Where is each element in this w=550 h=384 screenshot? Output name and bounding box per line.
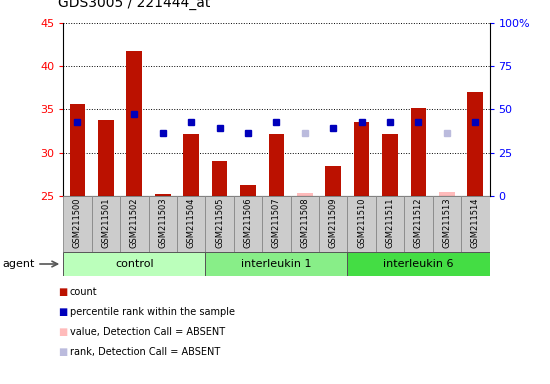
Text: GSM211503: GSM211503 (158, 197, 167, 248)
Bar (382, 134, 398, 196)
Text: GSM211500: GSM211500 (73, 197, 82, 248)
Text: percentile rank within the sample: percentile rank within the sample (70, 307, 235, 317)
Bar (468, 92, 483, 196)
Text: rank, Detection Call = ABSENT: rank, Detection Call = ABSENT (70, 347, 220, 357)
Text: GSM211512: GSM211512 (414, 197, 423, 248)
Bar (268, 134, 284, 196)
Text: GSM211502: GSM211502 (130, 197, 139, 248)
Bar (63, 252, 205, 276)
Text: ■: ■ (58, 307, 67, 317)
Bar (120, 196, 148, 252)
Bar (262, 196, 290, 252)
Bar (183, 134, 199, 196)
Bar (354, 122, 370, 196)
Bar (290, 196, 319, 252)
Bar (92, 196, 120, 252)
Bar (461, 196, 490, 252)
Bar (205, 252, 348, 276)
Text: ■: ■ (58, 327, 67, 337)
Bar (177, 196, 205, 252)
Text: ■: ■ (58, 347, 67, 357)
Bar (433, 196, 461, 252)
Bar (63, 196, 92, 252)
Bar (297, 193, 312, 196)
Bar (98, 120, 114, 196)
Text: GSM211513: GSM211513 (442, 197, 452, 248)
Bar (155, 194, 170, 196)
Bar (205, 196, 234, 252)
Bar (411, 108, 426, 196)
Bar (70, 104, 85, 196)
Text: GSM211507: GSM211507 (272, 197, 281, 248)
Text: GSM211505: GSM211505 (215, 197, 224, 248)
Text: interleukin 6: interleukin 6 (383, 259, 454, 269)
Bar (319, 196, 348, 252)
Text: GSM211510: GSM211510 (357, 197, 366, 248)
Bar (348, 252, 490, 276)
Bar (126, 51, 142, 196)
Text: ■: ■ (58, 287, 67, 297)
Text: GDS3005 / 221444_at: GDS3005 / 221444_at (58, 0, 210, 10)
Text: control: control (115, 259, 153, 269)
Text: interleukin 1: interleukin 1 (241, 259, 312, 269)
Text: GSM211508: GSM211508 (300, 197, 309, 248)
Text: GSM211501: GSM211501 (101, 197, 111, 248)
Bar (234, 196, 262, 252)
Bar (348, 196, 376, 252)
Text: count: count (70, 287, 97, 297)
Text: value, Detection Call = ABSENT: value, Detection Call = ABSENT (70, 327, 225, 337)
Bar (376, 196, 404, 252)
Bar (240, 185, 256, 196)
Text: GSM211506: GSM211506 (244, 197, 252, 248)
Bar (212, 161, 227, 196)
Bar (148, 196, 177, 252)
Bar (326, 166, 341, 196)
Text: GSM211509: GSM211509 (329, 197, 338, 248)
Bar (404, 196, 433, 252)
Text: GSM211511: GSM211511 (386, 197, 394, 248)
Bar (439, 192, 455, 196)
Text: GSM211504: GSM211504 (186, 197, 196, 248)
Text: GSM211514: GSM211514 (471, 197, 480, 248)
Text: agent: agent (3, 259, 35, 269)
